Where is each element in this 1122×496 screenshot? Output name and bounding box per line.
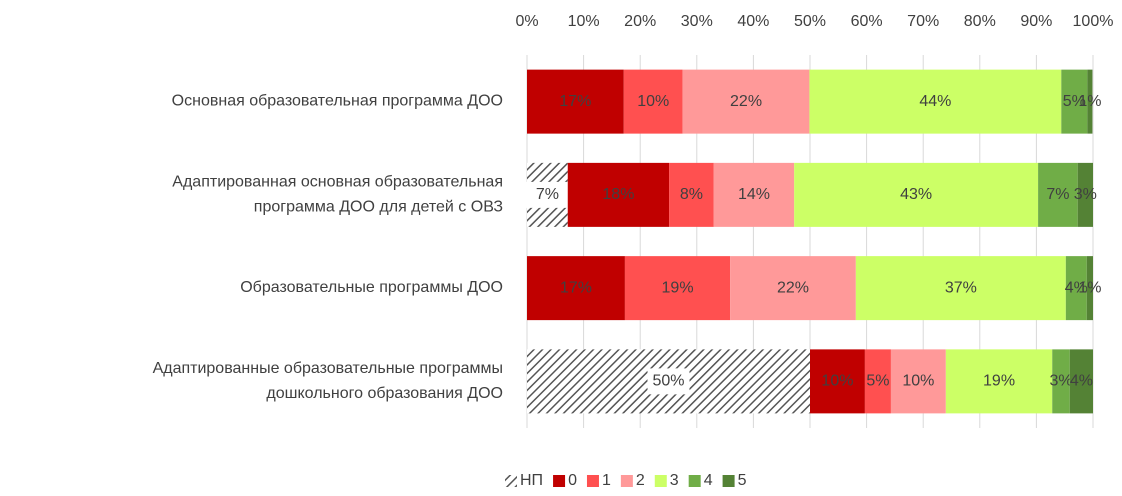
data-label: 8% xyxy=(680,186,703,203)
data-label: 19% xyxy=(983,373,1015,390)
data-label: 10% xyxy=(902,373,934,390)
data-label: 4% xyxy=(1070,373,1093,390)
bar-segment xyxy=(864,349,891,414)
bar-segment xyxy=(1086,256,1093,321)
bar-segment xyxy=(1077,162,1093,227)
bar-segment xyxy=(567,162,670,227)
data-label: 19% xyxy=(662,279,694,296)
y-tick-label: Адаптированная основная образовательная п… xyxy=(172,174,503,216)
bar-segment xyxy=(890,349,946,414)
y-tick-line: Основная образовательная программа ДОО xyxy=(172,93,503,110)
x-tick-label: 70% xyxy=(907,13,939,30)
x-tick-label: 50% xyxy=(794,13,826,30)
y-tick-line: Адаптированная основная образовательная xyxy=(172,174,503,191)
x-tick-label: 100% xyxy=(1073,13,1114,30)
legend-swatch xyxy=(553,475,566,487)
bar-segment xyxy=(810,349,865,414)
x-tick-label: 20% xyxy=(624,13,656,30)
bar-segment xyxy=(624,256,731,321)
data-label: 37% xyxy=(945,279,977,296)
bar-segment xyxy=(1052,349,1070,414)
bar-segment xyxy=(945,349,1053,414)
bar-segment xyxy=(1061,69,1088,134)
y-tick-line: дошкольного образования ДОО xyxy=(266,385,503,402)
data-label: 4% xyxy=(1065,279,1088,296)
legend-label: 2 xyxy=(636,472,645,489)
bar-segment xyxy=(809,69,1062,134)
legend-swatch xyxy=(586,475,599,487)
bar-segment xyxy=(623,69,683,134)
bar-segment xyxy=(1069,349,1093,414)
data-label: 1% xyxy=(1078,279,1101,296)
bar-segment xyxy=(855,256,1066,321)
legend-label: 1 xyxy=(602,472,611,489)
legend-label: 5 xyxy=(738,472,747,489)
label-box xyxy=(647,368,690,395)
legend-swatch xyxy=(505,475,517,487)
legend-label: 4 xyxy=(704,472,713,489)
legend-label: 0 xyxy=(568,472,577,489)
data-label: 14% xyxy=(738,186,770,203)
bar-segment xyxy=(682,69,810,134)
bar-segment xyxy=(794,162,1039,227)
legend-swatch xyxy=(620,475,633,487)
data-label: 22% xyxy=(730,93,762,110)
x-tick-label: 10% xyxy=(568,13,600,30)
y-tick-label: Основная образовательная программа ДОО xyxy=(172,93,503,110)
data-label: 3% xyxy=(1049,373,1072,390)
data-label: 17% xyxy=(560,279,592,296)
data-label: 22% xyxy=(777,279,809,296)
legend-label: НП xyxy=(520,472,543,489)
y-tick-line: Образовательные программы ДОО xyxy=(240,279,503,296)
data-label: 5% xyxy=(1063,93,1086,110)
y-tick-label: Адаптированные образовательные программы… xyxy=(153,360,503,402)
legend-swatch xyxy=(722,475,735,487)
bar-segment xyxy=(713,162,795,227)
y-tick-line: Адаптированные образовательные программы xyxy=(153,360,503,377)
x-tick-label: 80% xyxy=(964,13,996,30)
label-box xyxy=(526,181,569,208)
x-tick-label: 60% xyxy=(851,13,883,30)
x-tick-label: 90% xyxy=(1020,13,1052,30)
bar-segment xyxy=(1087,69,1093,134)
legend-label: 3 xyxy=(670,472,679,489)
data-label: 7% xyxy=(1046,186,1069,203)
data-label: 43% xyxy=(900,186,932,203)
y-tick-label: Образовательные программы ДОО xyxy=(240,279,503,296)
bar-segment xyxy=(669,162,714,227)
legend-swatch xyxy=(688,475,701,487)
legend-swatch xyxy=(654,475,667,487)
x-tick-label: 30% xyxy=(681,13,713,30)
data-label: 1% xyxy=(1078,93,1101,110)
bar-segment xyxy=(527,69,624,134)
data-label: 18% xyxy=(602,186,634,203)
data-label: 17% xyxy=(559,93,591,110)
data-label: 10% xyxy=(821,373,853,390)
x-tick-label: 0% xyxy=(515,13,538,30)
data-label: 7% xyxy=(536,186,559,203)
data-label: 50% xyxy=(652,373,684,390)
bar-segment xyxy=(1038,162,1078,227)
bar-segment xyxy=(1065,256,1087,321)
data-label: 5% xyxy=(866,373,889,390)
data-label: 10% xyxy=(637,93,669,110)
y-tick-line: программа ДОО для детей с ОВЗ xyxy=(254,199,503,216)
x-tick-label: 40% xyxy=(737,13,769,30)
bar-segment xyxy=(730,256,856,321)
bar-segment xyxy=(527,256,625,321)
data-label: 3% xyxy=(1074,186,1097,203)
data-label: 44% xyxy=(919,93,951,110)
